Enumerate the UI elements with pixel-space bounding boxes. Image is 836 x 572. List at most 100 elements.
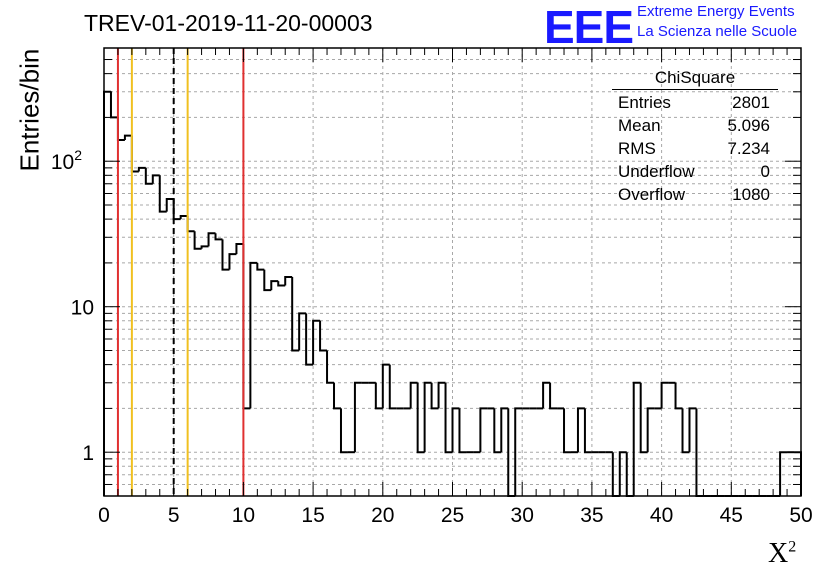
y-tick-label: 1 [82,442,94,465]
histogram-bin [416,382,425,454]
y-tick-label-sup: 2 [74,147,82,163]
logo-line-1: Extreme Energy Events [637,3,795,20]
histogram-bin [374,382,383,410]
histogram-bin [388,364,397,410]
y-tick-label: 102 [51,147,82,174]
histogram-bin [179,215,188,220]
histogram-bin [200,245,209,249]
histogram-bin [193,231,202,250]
stats-value: 1080 [732,185,770,204]
histogram-bin [305,313,314,366]
histogram-bin [270,280,279,291]
histogram-bin [430,382,439,410]
histogram-bin [172,198,181,221]
x-axis-label-sup: 2 [788,538,797,556]
stats-name: ChiSquare [612,68,778,90]
stats-row: Mean 5.096 [612,116,778,139]
histogram-bin [137,166,146,172]
histogram-bin [103,90,111,496]
histogram-bin [444,382,453,454]
histogram-bin [409,381,418,409]
stats-box: ChiSquare Entries 2801 Mean 5.096 RMS 7.… [612,68,778,208]
histogram-bin [144,167,153,185]
x-tick-label: 50 [789,504,812,527]
histogram-bin [263,269,272,292]
histogram-bin [353,381,362,453]
histogram-bin [221,239,230,271]
histogram-bin [779,451,788,496]
x-tick-label: 30 [511,504,534,527]
stats-row: Entries 2801 [612,93,778,116]
histogram-bin [249,261,258,409]
histogram-bin [618,451,627,496]
histogram-bin [688,407,697,453]
stats-label: RMS [618,139,656,158]
x-tick-label: 45 [720,504,743,527]
histogram-bin [319,320,328,352]
stats-row: Underflow 0 [612,162,778,185]
x-tick-label: 25 [441,504,464,527]
histogram-bin [576,407,585,453]
x-tick-label: 5 [168,504,180,527]
histogram-bin [256,262,265,271]
histogram-bin [235,242,244,255]
histogram-bin [674,382,683,410]
histogram-bin [186,216,195,233]
histogram-bin [214,233,223,241]
histogram-bin [423,381,432,453]
histogram-bin [681,408,690,454]
stats-label: Mean [618,116,661,135]
histogram-bin [228,253,237,270]
histogram-bin [158,175,167,213]
histogram-bin [116,117,125,141]
logo-line-2: La Scienza nelle Scuole [637,23,798,40]
reference-lines [116,48,245,496]
x-axis-label-text: X [768,538,789,569]
histogram-bin [207,232,216,247]
histogram-bin [242,243,251,410]
grid [104,48,801,496]
histogram-bin [549,382,558,410]
x-tick-label: 15 [301,504,324,527]
y-axis-label: Entries/bin [14,48,45,172]
histogram-bin [123,134,132,140]
histogram-bin [583,408,592,454]
x-tick-label: 0 [98,504,110,527]
x-tick-label: 40 [650,504,673,527]
x-tick-label: 10 [232,504,255,527]
histogram-bin [451,407,460,453]
y-tick-label: 10 [71,297,94,320]
stats-value: 5.096 [727,116,770,135]
histogram-bin [458,408,467,454]
stats-value: 7.234 [727,139,770,158]
histogram-bin [130,135,139,173]
histogram-bin [646,407,655,453]
histogram-bin [333,382,341,410]
plot-title: TREV-01-2019-11-20-00003 [84,10,373,36]
histogram-bin [563,408,571,454]
histogram-bin [291,277,300,352]
histogram-bin [326,350,335,384]
histogram-bin [165,197,174,212]
stats-row: Overflow 1080 [612,185,778,208]
histogram-bin [277,281,286,287]
stats-label: Entries [618,93,671,112]
histogram-bin [339,408,348,454]
histogram-bin [493,408,502,454]
histogram-bin [514,407,523,496]
stats-label: Underflow [618,162,695,181]
histogram-bin [542,381,551,409]
histogram-bin [312,319,321,365]
histogram-bin [437,381,446,409]
histogram-bin [500,407,509,453]
histogram-bin [151,174,160,184]
histogram-bin [109,91,118,119]
histogram-bin [632,381,641,496]
x-tick-label: 20 [371,504,394,527]
stats-value: 0 [760,162,770,181]
histogram-bin [298,312,307,351]
stats-label: Overflow [618,185,686,204]
stats-row: RMS 7.234 [612,139,778,162]
